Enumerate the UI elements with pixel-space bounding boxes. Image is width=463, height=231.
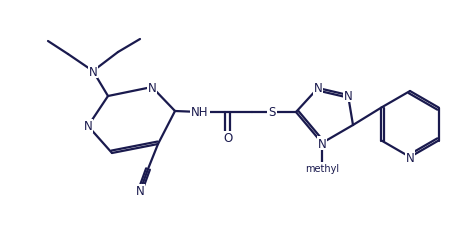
Text: NH: NH — [191, 106, 208, 119]
Text: N: N — [147, 81, 156, 94]
Text: N: N — [83, 120, 92, 133]
Text: N: N — [135, 185, 144, 198]
Text: N: N — [313, 82, 322, 95]
Text: S: S — [268, 106, 275, 119]
Text: methyl: methyl — [304, 163, 338, 173]
Text: N: N — [343, 89, 351, 102]
Text: O: O — [223, 132, 232, 145]
Text: N: N — [317, 137, 325, 150]
Text: N: N — [405, 151, 413, 164]
Text: N: N — [88, 65, 97, 78]
